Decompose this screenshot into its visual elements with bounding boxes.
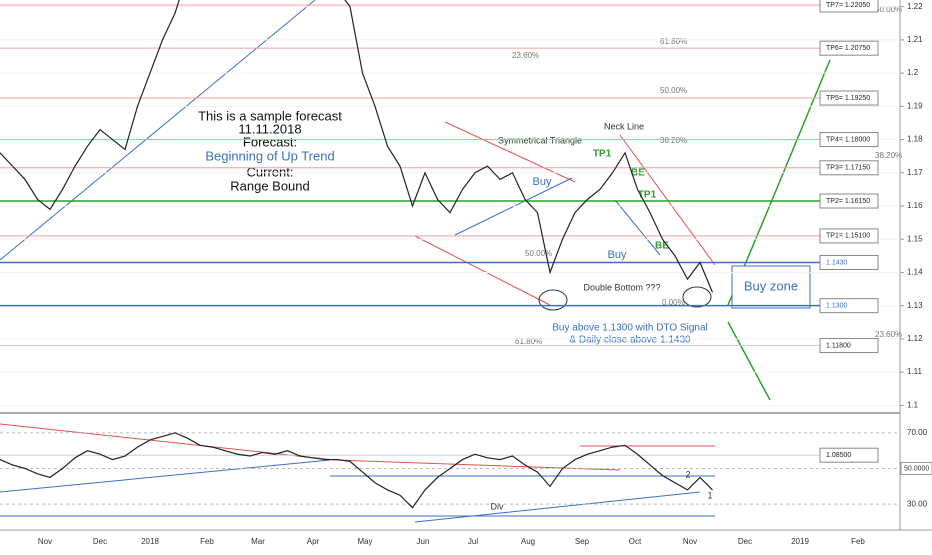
x-tick-label: Nov	[38, 537, 52, 546]
annotations: This is a sample forecast 11.11.2018 For…	[198, 5, 902, 511]
fib-label: 23.60%	[512, 51, 539, 60]
pattern-label: Neck Line	[604, 121, 644, 131]
forecast-line: Range Bound	[230, 178, 310, 193]
level-label: TP1= 1.15100	[826, 233, 870, 240]
fib-label: 38.20%	[875, 151, 902, 160]
x-tick-label: May	[357, 537, 372, 546]
fib-label: 50.00%	[660, 86, 687, 95]
level-label: 1.1430	[826, 259, 848, 266]
x-tick-label: Apr	[307, 537, 320, 546]
level-box	[819, 160, 879, 176]
condition-line: & Daily close above 1.1430	[569, 335, 691, 346]
level-box	[819, 132, 879, 148]
fib-label: 23.60%	[875, 330, 902, 339]
pattern-label: Symmetrical Triangle	[498, 135, 582, 145]
level-label: 1.08500	[826, 452, 851, 459]
forecast-line: Beginning of Up Trend	[205, 148, 334, 163]
level-box	[819, 40, 879, 56]
x-tick-label: 2019	[791, 537, 809, 546]
wave-label: 1	[707, 490, 712, 500]
x-tick-label: 2018	[141, 537, 159, 546]
y-tick-label: 1.11	[907, 367, 923, 376]
y-tick-label: 1.15	[907, 234, 923, 243]
forecast-line: Current:	[247, 164, 294, 179]
y-tick-label: 1.22	[907, 2, 923, 11]
level-label: 1.11800	[826, 342, 851, 349]
trendlines	[0, 0, 831, 523]
forecast-line: Forecast:	[243, 134, 297, 149]
level-box	[819, 447, 879, 463]
y-tick-label: 1.13	[907, 301, 923, 310]
level-box	[819, 90, 879, 106]
wave-label: 2	[685, 469, 690, 479]
y-tick-label: 1.17	[907, 168, 923, 177]
level-label: 1.1300	[826, 303, 848, 310]
price-line	[0, 0, 714, 293]
level-box	[819, 228, 879, 244]
level-box	[819, 0, 879, 13]
level-box	[819, 338, 879, 354]
x-tick-label: Jul	[468, 537, 478, 546]
x-tick-label: Aug	[521, 537, 535, 546]
fib-label: 38.20%	[660, 136, 687, 145]
level-label: TP3= 1.17150	[826, 165, 870, 172]
condition-line: Buy above 1.1300 with DTO Signal	[552, 323, 707, 334]
fib-label: 61.80%	[515, 337, 542, 346]
level-label: TP2= 1.16150	[826, 198, 870, 205]
y-tick-label: 1.16	[907, 201, 923, 210]
pattern-label: Double Bottom ???	[583, 282, 660, 292]
level-label: TP7= 1.22050	[826, 2, 870, 9]
current-value-box	[900, 462, 932, 475]
fib-label: 50.00%	[875, 5, 902, 14]
forecast-line: This is a sample forecast	[198, 108, 342, 123]
y-tick-label: 1.14	[907, 268, 923, 277]
y-tick-label: 1.21	[907, 35, 923, 44]
x-tick-label: Feb	[851, 537, 865, 546]
level-box	[819, 298, 879, 314]
x-tick-label: Nov	[683, 537, 697, 546]
tp-label: TP1	[593, 149, 612, 160]
tp-label: TP1	[638, 190, 657, 201]
level-box	[819, 193, 879, 209]
level-label: TP4= 1.18000	[826, 136, 870, 143]
current-value-label: 50.0000	[904, 465, 929, 472]
fib-label: 50.00%	[525, 249, 552, 258]
x-tick-label: Mar	[251, 537, 265, 546]
level-label: TP5= 1.19250	[826, 95, 870, 102]
be-label: BE	[655, 241, 669, 252]
y-tick-label: 1.18	[907, 135, 923, 144]
price-plot	[0, 0, 714, 293]
y2-tick-label: 70.00	[907, 428, 928, 437]
x-tick-label: Feb	[200, 537, 214, 546]
y2-tick-label: 30.00	[907, 499, 928, 508]
fib-label: 61.80%	[660, 37, 687, 46]
level-box	[819, 254, 879, 270]
y-tick-label: 1.12	[907, 334, 923, 343]
x-tick-label: Jun	[417, 537, 430, 546]
fib-label: 0.00%	[662, 298, 685, 307]
buy-label: Buy	[608, 249, 627, 261]
y-tick-label: 1.19	[907, 101, 923, 110]
forecast-line: 11.11.2018	[238, 121, 301, 136]
level-label: TP6= 1.20750	[826, 45, 870, 52]
div-label: Div	[491, 501, 504, 511]
buy-zone-label: Buy zone	[744, 278, 798, 293]
x-tick-label: Sep	[575, 537, 590, 546]
x-tick-label: Dec	[738, 537, 752, 546]
y-tick-label: 1.1	[907, 400, 919, 409]
x-tick-label: Oct	[629, 537, 642, 546]
y-tick-label: 1.2	[907, 68, 919, 77]
buy-label: Buy	[533, 176, 552, 188]
x-tick-label: Dec	[93, 537, 107, 546]
rsi-line	[0, 432, 713, 509]
